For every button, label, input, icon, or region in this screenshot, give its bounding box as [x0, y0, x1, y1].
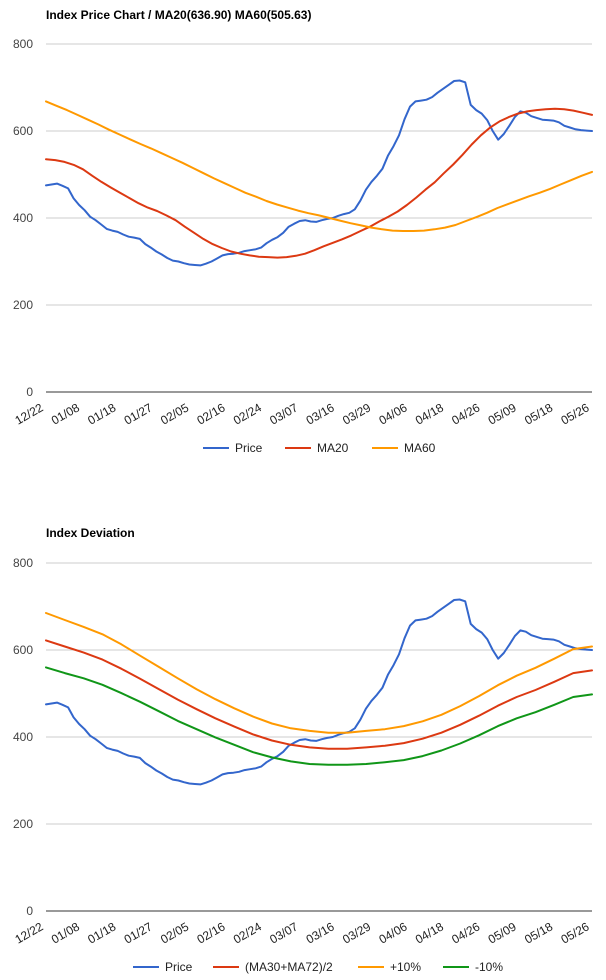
x-tick-label: 03/16 — [304, 919, 337, 946]
x-tick-label: 05/09 — [486, 919, 519, 946]
series-line-price — [45, 79, 593, 267]
x-tick-label: 04/26 — [449, 919, 482, 946]
legend-label: MA60 — [404, 441, 436, 455]
x-tick-label: 12/22 — [12, 919, 45, 946]
x-tick-label: 02/16 — [194, 400, 227, 427]
price-chart: Index Price Chart / MA20(636.90) MA60(50… — [12, 8, 593, 455]
x-tick-label: 03/07 — [267, 919, 300, 946]
y-tick-label: 0 — [26, 904, 33, 918]
x-tick-label: 04/06 — [376, 919, 409, 946]
legend-label: MA20 — [317, 441, 349, 455]
y-tick-label: 800 — [13, 37, 33, 51]
x-tick-label: 01/08 — [49, 919, 82, 946]
series-line-10 — [45, 612, 593, 734]
y-tick-label: 200 — [13, 817, 33, 831]
x-tick-label: 05/26 — [558, 400, 591, 427]
series-line-ma30-ma72-2 — [45, 639, 593, 750]
y-tick-label: 600 — [13, 643, 33, 657]
y-tick-label: 200 — [13, 298, 33, 312]
x-tick-label: 01/27 — [122, 919, 155, 946]
legend-label: +10% — [390, 960, 421, 974]
legend-label: -10% — [475, 960, 503, 974]
x-tick-label: 03/29 — [340, 400, 373, 427]
x-tick-label: 03/07 — [267, 400, 300, 427]
x-tick-label: 02/05 — [158, 919, 191, 946]
series-line-price — [45, 598, 593, 786]
y-tick-label: 800 — [13, 556, 33, 570]
x-tick-label: 05/18 — [522, 400, 555, 427]
x-tick-label: 03/16 — [304, 400, 337, 427]
x-tick-label: 02/24 — [231, 400, 264, 427]
y-tick-label: 0 — [26, 385, 33, 399]
series-line-ma20 — [45, 107, 593, 259]
x-tick-label: 12/22 — [12, 400, 45, 427]
legend-label: (MA30+MA72)/2 — [245, 960, 333, 974]
x-tick-label: 04/18 — [413, 919, 446, 946]
x-tick-label: 02/05 — [158, 400, 191, 427]
x-tick-label: 04/26 — [449, 400, 482, 427]
chart-title: Index Deviation — [46, 526, 135, 540]
y-tick-label: 600 — [13, 124, 33, 138]
x-tick-label: 04/06 — [376, 400, 409, 427]
x-tick-label: 02/16 — [194, 919, 227, 946]
x-tick-label: 02/24 — [231, 919, 264, 946]
x-tick-label: 01/08 — [49, 400, 82, 427]
legend-label: Price — [165, 960, 193, 974]
x-tick-label: 05/18 — [522, 919, 555, 946]
x-tick-label: 03/29 — [340, 919, 373, 946]
x-tick-label: 01/18 — [85, 400, 118, 427]
deviation-chart: Index Deviation 0 200 400 600 800 12/22 01/08… — [12, 526, 593, 974]
x-tick-label: 01/18 — [85, 919, 118, 946]
x-tick-label: 05/09 — [486, 400, 519, 427]
x-tick-label: 04/18 — [413, 400, 446, 427]
legend-label: Price — [235, 441, 263, 455]
x-tick-label: 01/27 — [122, 400, 155, 427]
chart-title: Index Price Chart / MA20(636.90) MA60(50… — [46, 8, 311, 22]
series-line-10 — [45, 666, 593, 766]
y-tick-label: 400 — [13, 730, 33, 744]
y-tick-label: 400 — [13, 211, 33, 225]
series-line-ma60 — [45, 100, 593, 232]
x-tick-label: 05/26 — [558, 919, 591, 946]
